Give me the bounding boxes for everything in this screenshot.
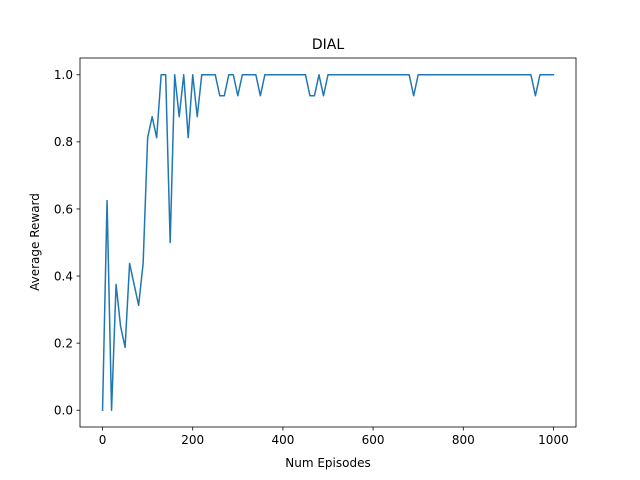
x-tick-label: 600	[362, 433, 385, 447]
x-tick-label: 400	[271, 433, 294, 447]
chart-title: DIAL	[312, 37, 344, 53]
series-line-0	[101, 74, 555, 411]
x-tick-label: 1000	[538, 433, 569, 447]
x-tick-label: 200	[181, 433, 204, 447]
x-tick-label: 800	[452, 433, 475, 447]
series-layer	[101, 74, 555, 411]
y-axis-label: Average Reward	[28, 193, 42, 291]
y-tick-label: 0.8	[54, 135, 73, 149]
y-tick-label: 0.4	[54, 269, 73, 283]
y-tick-label: 0.0	[54, 404, 73, 418]
x-tick-label: 0	[99, 433, 107, 447]
y-tick-label: 0.6	[54, 202, 73, 216]
axes-frame	[79, 57, 577, 428]
y-tick-label: 1.0	[54, 68, 73, 82]
x-axis-label: Num Episodes	[285, 456, 370, 470]
y-tick-label: 0.2	[54, 336, 73, 350]
axes-layer: 0 200 400 600 800 1000 0.0 0.2 0.4 0.6 0.8 1.0	[54, 57, 577, 447]
